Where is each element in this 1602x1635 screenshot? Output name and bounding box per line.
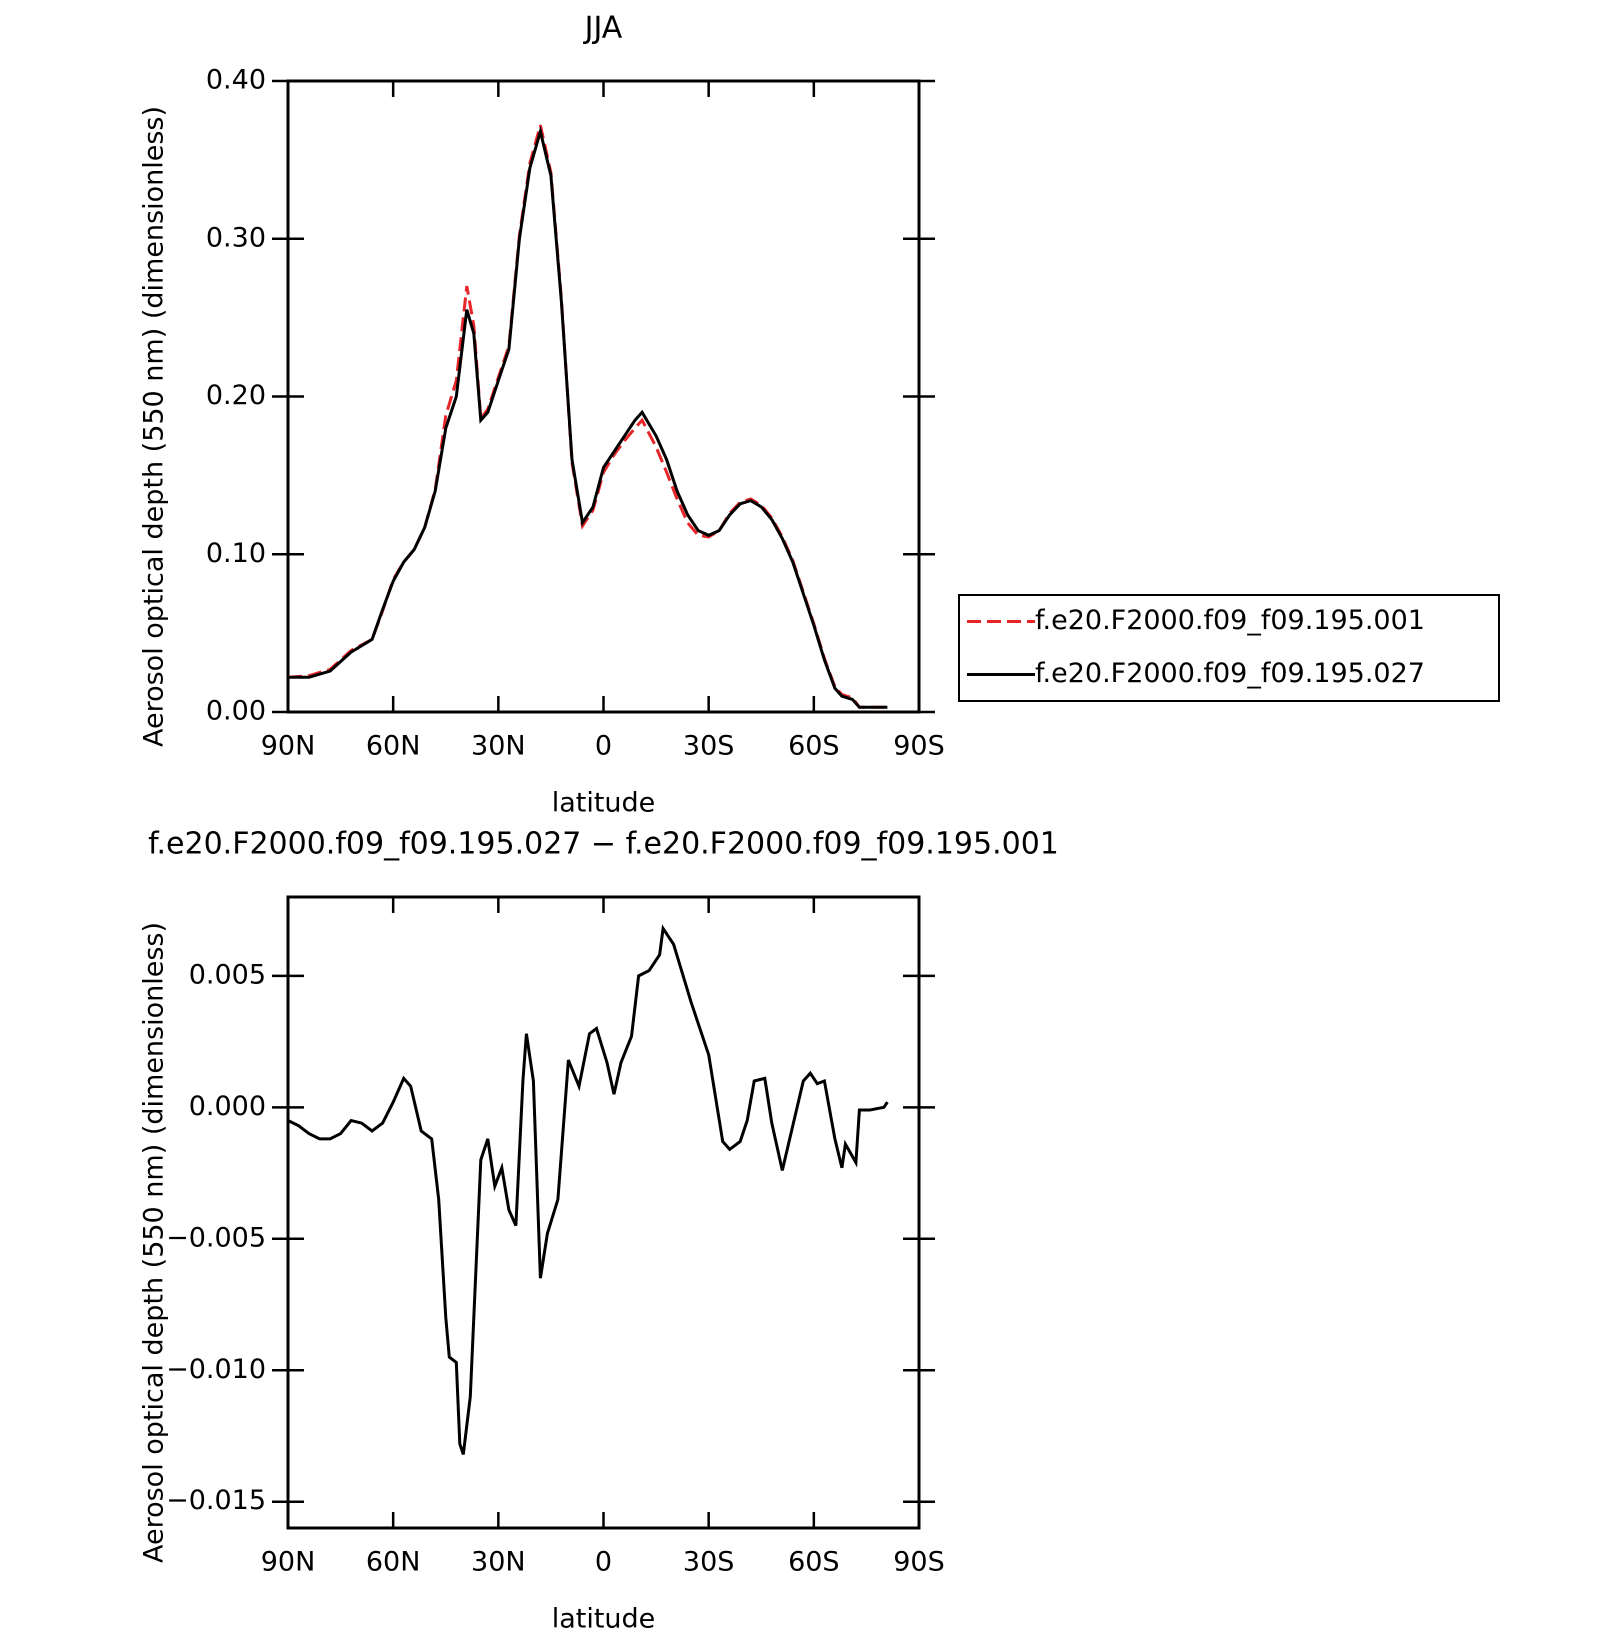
x-tick-label: 90S	[893, 731, 945, 762]
x-tick-label: 90N	[261, 731, 316, 762]
x-axis-label: latitude	[552, 1604, 656, 1635]
legend-label: f.e20.F2000.f09_f09.195.001	[1035, 605, 1425, 636]
y-axis-label: Aerosol optical depth (550 nm) (dimensio…	[139, 106, 170, 747]
chart-title: JJA	[583, 11, 623, 46]
plot-frame	[286, 79, 921, 714]
plot-frame	[286, 895, 921, 1530]
x-tick-label: 60N	[366, 731, 421, 762]
data-line	[287, 924, 889, 1455]
x-tick-label: 30S	[683, 1547, 735, 1578]
legend-label: f.e20.F2000.f09_f09.195.027	[1035, 658, 1425, 689]
x-tick-label: 60S	[788, 731, 840, 762]
x-tick-label: 0	[595, 731, 612, 762]
y-tick-label: −0.015	[166, 1485, 266, 1516]
x-tick-label: 30N	[471, 1547, 526, 1578]
y-axis-label: Aerosol optical depth (550 nm) (dimensio…	[139, 922, 170, 1563]
x-tick-label: 90N	[261, 1547, 316, 1578]
x-tick-label: 90S	[893, 1547, 945, 1578]
legend-box	[958, 594, 1500, 702]
x-tick-label: 0	[595, 1547, 612, 1578]
chart-title: f.e20.F2000.f09_f09.195.027 − f.e20.F200…	[148, 827, 1059, 862]
x-tick-label: 30N	[471, 731, 526, 762]
x-tick-label: 60N	[366, 1547, 421, 1578]
y-tick-label: −0.010	[166, 1354, 266, 1385]
x-tick-label: 30S	[683, 731, 735, 762]
data-line	[288, 125, 888, 709]
x-tick-label: 60S	[788, 1547, 840, 1578]
y-tick-label: 0.000	[189, 1091, 266, 1122]
y-tick-label: 0.40	[206, 65, 266, 96]
y-tick-label: 0.20	[206, 380, 266, 411]
y-tick-label: 0.10	[206, 538, 266, 569]
y-tick-label: 0.005	[189, 959, 266, 990]
y-tick-label: −0.005	[166, 1222, 266, 1253]
y-tick-label: 0.00	[206, 696, 266, 727]
x-axis-label: latitude	[552, 788, 656, 819]
y-tick-label: 0.30	[206, 222, 266, 253]
